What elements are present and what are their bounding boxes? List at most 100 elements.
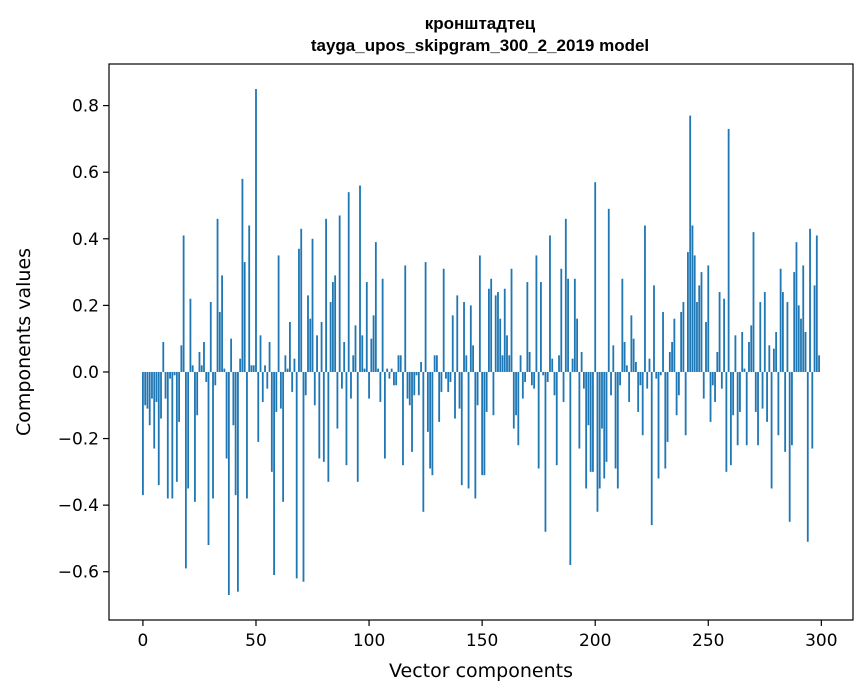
bar-82 [327,371,330,482]
bar-236 [675,371,678,416]
bar-42 [237,371,239,592]
bar-133 [442,268,445,372]
bar-253 [714,371,716,402]
bar-275 [763,292,766,372]
bar-34 [218,312,221,372]
bar-3 [148,371,151,426]
bar-174 [535,255,538,372]
bar-173 [533,371,536,389]
bar-216 [630,315,633,372]
bar-54 [264,365,266,372]
bar-226 [653,285,655,372]
bar-212 [621,278,624,372]
bar-164 [512,371,515,429]
bar-228 [657,371,660,479]
bar-221 [641,371,644,436]
bar-29 [207,371,210,546]
bar-219 [637,371,640,412]
bar-205 [605,371,608,462]
bar-267 [745,371,748,446]
bar-40 [232,371,235,426]
bar-182 [553,371,556,396]
bar-280 [775,332,778,372]
bar-150 [481,371,484,476]
bar-72 [304,371,307,396]
bar-68 [295,371,298,579]
bar-293 [804,332,807,372]
bar-92 [350,371,352,399]
bar-282 [779,268,782,372]
bar-290 [797,305,800,372]
bar-147 [474,371,477,499]
bar-69 [298,248,300,372]
bar-217 [632,338,635,372]
bar-162 [508,355,511,372]
bar-20 [187,371,190,489]
bar-211 [619,371,621,386]
x-tick-label: 250 [692,631,724,651]
y-axis-ticks: −0.6 −0.4 −0.2 0.0 0.2 0.4 0.6 0.8 [58,97,109,583]
bar-111 [393,371,395,386]
bar-168 [521,371,524,399]
bar-136 [449,371,452,382]
chart-title: кронштадтец [425,14,536,33]
bar-85 [334,275,337,372]
bar-276 [766,371,768,422]
bar-266 [743,368,746,372]
bar-278 [770,371,773,489]
bar-56 [268,342,271,372]
bar-93 [352,355,355,372]
x-axis-label: Vector components [389,660,573,682]
bar-225 [650,371,653,526]
bar-284 [784,371,787,452]
bar-141 [460,371,463,486]
bar-30 [209,302,212,372]
bar-252 [711,371,714,386]
bar-28 [205,371,208,382]
bar-149 [478,255,481,372]
bar-247 [700,272,703,372]
bar-64 [286,368,289,372]
bar-110 [390,368,393,372]
bar-131 [438,371,441,422]
bar-75 [311,238,314,372]
bar-156 [494,295,497,372]
bar-210 [616,371,619,489]
bar-145 [469,305,472,372]
bar-148 [476,371,479,406]
bar-208 [612,345,615,372]
bar-223 [646,371,649,389]
bar-204 [603,371,606,479]
bar-169 [524,371,526,382]
bar-134 [445,371,447,379]
bar-194 [580,351,583,372]
bar-36 [223,368,226,372]
bar-240 [684,371,687,436]
x-tick-label: 300 [805,631,837,651]
bar-130 [436,355,438,372]
bar-227 [655,371,658,379]
bar-192 [576,318,579,372]
bar-264 [739,371,741,412]
bar-101 [370,338,373,372]
bar-200 [594,182,597,372]
bar-196 [585,371,588,489]
bar-15 [175,371,178,482]
bar-144 [467,371,470,489]
bar-165 [515,371,517,416]
bar-86 [336,371,339,429]
bar-122 [417,371,420,396]
bar-87 [338,215,341,372]
bar-18 [182,235,185,372]
bar-62 [282,371,285,502]
bar-91 [347,192,350,372]
bar-142 [463,302,465,372]
bar-274 [761,371,764,409]
bar-260 [729,371,732,466]
bar-63 [284,355,287,372]
plot-area-frame [108,63,854,621]
bar-117 [406,371,409,399]
bar-151 [483,371,486,476]
bars-group [142,88,820,596]
